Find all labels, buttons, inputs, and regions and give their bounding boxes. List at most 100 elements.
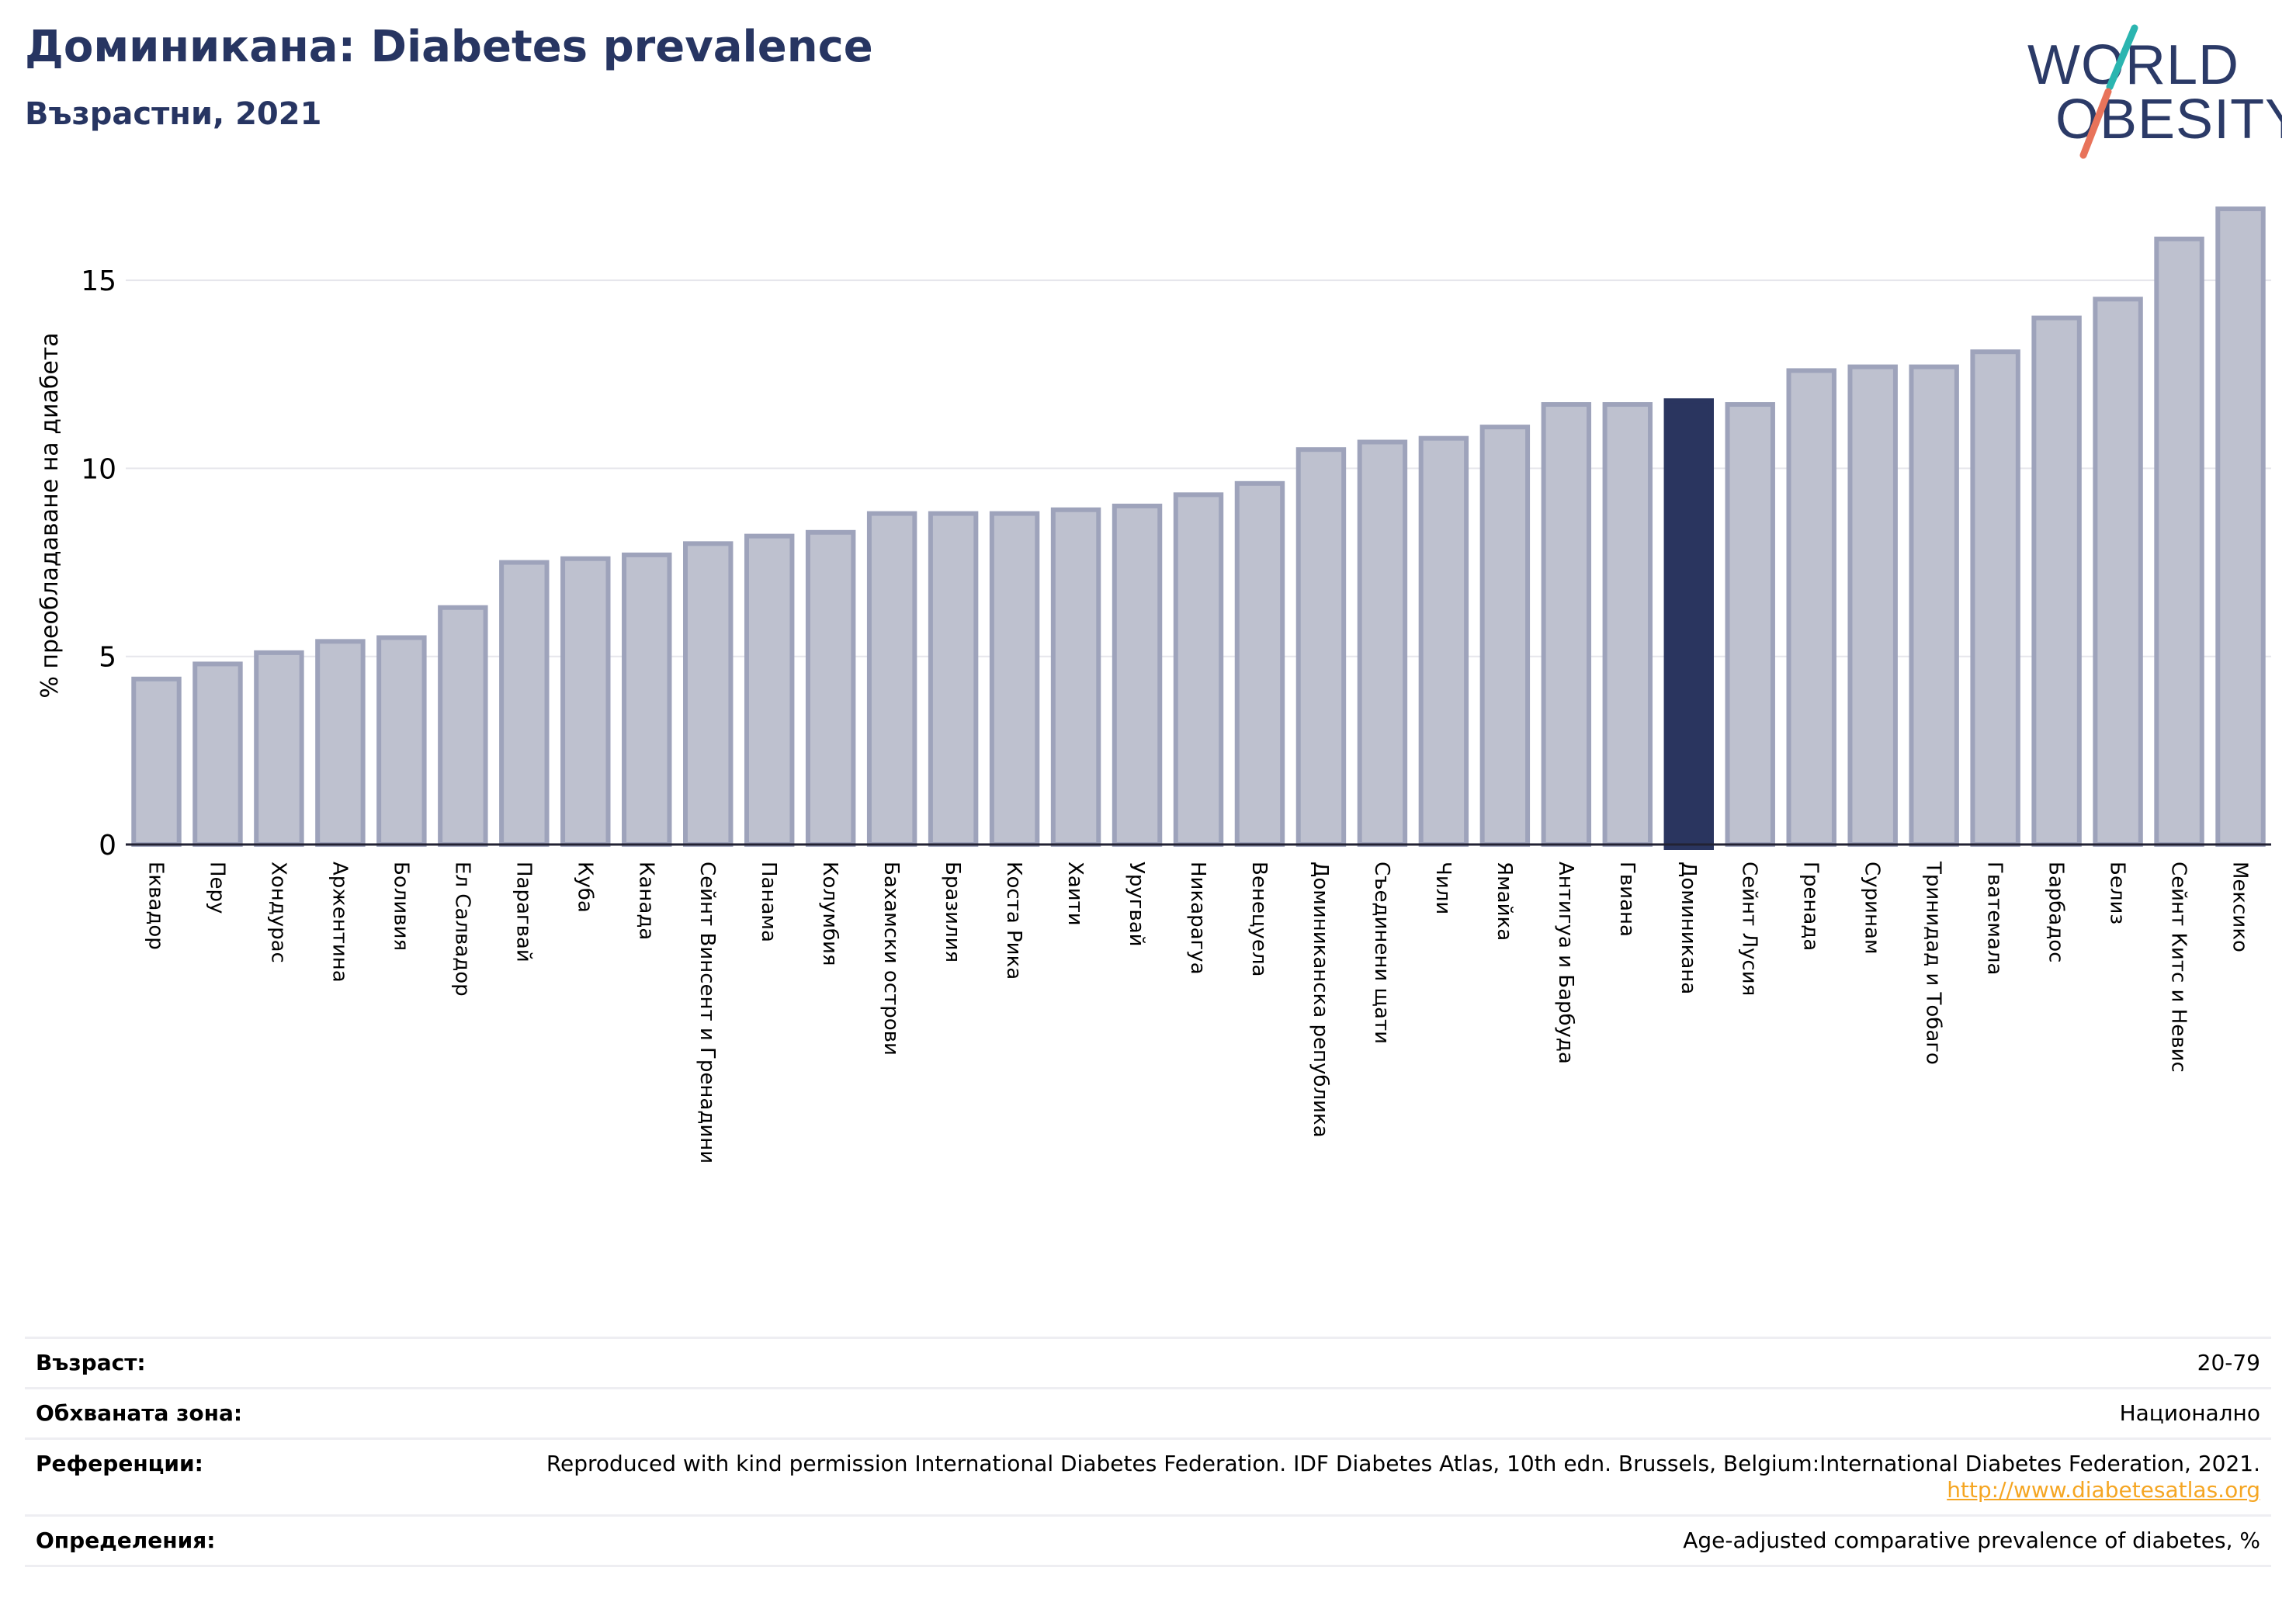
x-tick-label: Венецуела bbox=[1247, 862, 1271, 976]
x-tick-label: Коста Рика bbox=[1002, 862, 1025, 980]
y-tick-label: 0 bbox=[99, 830, 116, 862]
x-tick-label: Сейнт Лусия bbox=[1738, 862, 1761, 996]
x-tick-label: Суринам bbox=[1861, 862, 1884, 955]
bar bbox=[622, 552, 672, 847]
info-label: Възраст: bbox=[36, 1350, 146, 1375]
y-tick-label: 10 bbox=[81, 453, 116, 485]
tick-labels: 0 5 10 15 % преобладаване на диабета Еквадор П… bbox=[36, 265, 2252, 1163]
bar bbox=[1050, 507, 1101, 848]
x-tick-label: Съединени щати bbox=[1370, 862, 1393, 1044]
bar bbox=[192, 661, 243, 847]
info-row-definitions: Определения: Age-adjusted comparative pr… bbox=[25, 1515, 2271, 1566]
bar bbox=[683, 541, 734, 847]
logo-slash-bottom bbox=[2079, 88, 2112, 159]
x-tick-label: Гренада bbox=[1799, 862, 1823, 951]
bar bbox=[560, 556, 611, 847]
x-tick-label: Уругвай bbox=[1125, 862, 1148, 947]
info-row-references: Референции: Reproduced with kind permiss… bbox=[25, 1438, 2271, 1516]
x-tick-label: Доминиканска република bbox=[1309, 862, 1332, 1138]
x-tick-label: Гвиана bbox=[1615, 862, 1639, 937]
x-tick-label: Куба bbox=[573, 862, 596, 913]
info-row-coverage: Обхваната зона: Национално bbox=[25, 1388, 2271, 1439]
bar bbox=[1418, 435, 1469, 847]
logo-text-obesity: OBESITY bbox=[2055, 88, 2282, 151]
x-tick-label: Гватемала bbox=[1983, 862, 2006, 975]
info-value: 20-79 bbox=[2197, 1350, 2260, 1375]
x-tick-label: Ел Салвадор bbox=[450, 862, 473, 997]
bar bbox=[1357, 439, 1408, 847]
x-tick-label: Хондурас bbox=[266, 862, 290, 963]
bar bbox=[866, 511, 917, 847]
y-tick-label: 5 bbox=[99, 642, 116, 674]
bar bbox=[131, 676, 182, 847]
info-value: Age-adjusted comparative prevalence of d… bbox=[1683, 1528, 2260, 1553]
x-tick-label: Еквадор bbox=[144, 862, 167, 950]
bar bbox=[2093, 297, 2143, 848]
bar bbox=[1786, 368, 1836, 847]
bar bbox=[376, 635, 427, 847]
bar bbox=[1112, 503, 1163, 848]
bar bbox=[1173, 492, 1224, 847]
x-tick-label: Ямайка bbox=[1493, 862, 1516, 941]
x-tick-label: Никарагуа bbox=[1186, 862, 1209, 975]
x-tick-label: Аржентина bbox=[328, 862, 351, 983]
info-label: Определения: bbox=[36, 1528, 216, 1553]
x-tick-label: Барбадос bbox=[2045, 862, 2068, 962]
x-tick-label: Хаити bbox=[1063, 862, 1087, 926]
x-tick-label: Чили bbox=[1431, 862, 1455, 914]
bar bbox=[2154, 236, 2204, 847]
bar bbox=[1295, 447, 1347, 847]
bar bbox=[254, 650, 304, 848]
bar-highlighted bbox=[1663, 398, 1714, 850]
x-tick-label: Сейнт Винсент и Гренадини bbox=[695, 862, 719, 1163]
bar bbox=[1479, 425, 1531, 847]
y-tick-label: 15 bbox=[81, 265, 116, 297]
bar-chart: 0 5 10 15 % преобладаване на диабета Еквадор П… bbox=[36, 206, 2271, 1163]
x-tick-label: Бахамски острови bbox=[879, 862, 903, 1056]
x-tick-label: Антигуа и Барбуда bbox=[1554, 862, 1577, 1064]
bar bbox=[928, 511, 979, 847]
bar bbox=[1234, 480, 1285, 847]
x-tick-label: Панама bbox=[757, 862, 780, 942]
info-value-references: Reproduced with kind permission Internat… bbox=[253, 1439, 2271, 1516]
bar bbox=[1602, 402, 1653, 847]
x-tick-label: Мексико bbox=[2228, 862, 2252, 952]
bar bbox=[1970, 349, 2020, 847]
reference-link[interactable]: http://www.diabetesatlas.org bbox=[1947, 1477, 2260, 1503]
bars bbox=[131, 206, 2266, 850]
x-tick-label: Бразилия bbox=[941, 862, 964, 962]
bar bbox=[744, 533, 795, 847]
reference-text: Reproduced with kind permission Internat… bbox=[546, 1451, 2260, 1476]
y-axis-label: % преобладаване на диабета bbox=[36, 332, 64, 698]
x-tick-label: Тринидад и Тобаго bbox=[1922, 861, 1945, 1065]
bar bbox=[499, 560, 550, 847]
info-table: Възраст: 20-79 Обхваната зона: Националн… bbox=[25, 1337, 2271, 1567]
info-label: Обхваната зона: bbox=[36, 1400, 243, 1426]
x-tick-label: Доминикана bbox=[1677, 862, 1700, 994]
info-label: Референции: bbox=[36, 1451, 203, 1476]
x-tick-label: Перу bbox=[205, 862, 228, 914]
info-value: Национално bbox=[2119, 1400, 2260, 1426]
bar bbox=[315, 639, 366, 847]
bar bbox=[2031, 315, 2082, 848]
bar bbox=[805, 529, 856, 847]
info-row-age: Възраст: 20-79 bbox=[25, 1337, 2271, 1389]
x-tick-label: Сейнт Китс и Невис bbox=[2167, 862, 2190, 1073]
x-tick-label: Белиз bbox=[2106, 862, 2129, 924]
x-tick-label: Канада bbox=[634, 862, 657, 940]
bar bbox=[1909, 364, 1959, 847]
x-tick-label: Боливия bbox=[389, 862, 412, 951]
bar bbox=[1847, 364, 1898, 847]
bar bbox=[1725, 402, 1775, 847]
bar bbox=[989, 511, 1040, 847]
bar bbox=[2215, 206, 2266, 847]
world-obesity-logo: WORLD OBESITY bbox=[2027, 24, 2282, 159]
logo-slash-top bbox=[2106, 24, 2138, 91]
bar bbox=[438, 605, 488, 847]
page-subtitle: Възрастни, 2021 bbox=[25, 96, 322, 132]
x-tick-label: Парагвай bbox=[512, 862, 535, 962]
x-tick-label: Колумбия bbox=[818, 862, 841, 966]
logo-text-world: WORLD bbox=[2027, 34, 2239, 96]
bar bbox=[1541, 402, 1592, 847]
page-title: Доминикана: Diabetes prevalence bbox=[25, 22, 873, 72]
